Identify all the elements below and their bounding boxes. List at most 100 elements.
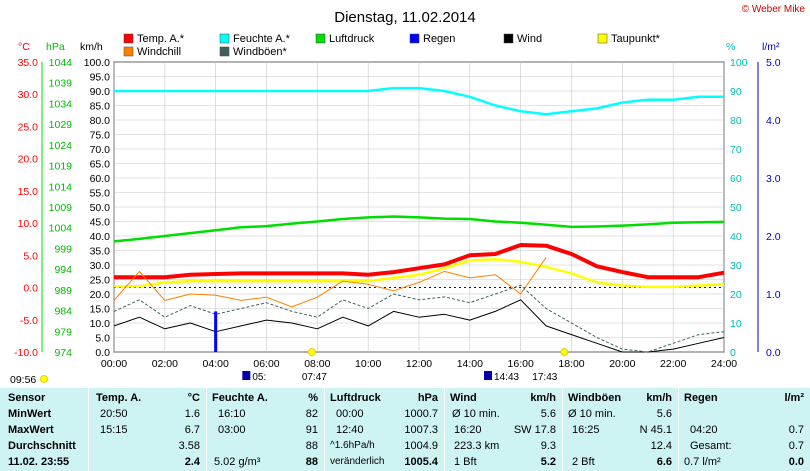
press-min-time: 00:00 xyxy=(336,408,364,420)
press-unit-label: hPa xyxy=(46,41,65,53)
legend-swatch-0 xyxy=(123,33,134,44)
temp-tick-label: 0.0 xyxy=(23,283,38,295)
rain-total: 0.7 xyxy=(788,440,804,452)
gust-current: 6.6 xyxy=(656,456,672,468)
row-label-max: MaxWert xyxy=(8,424,54,436)
time-tick-label: 06:00 xyxy=(253,358,279,370)
temp-tick-label: -5.0 xyxy=(20,315,38,327)
row-label-avg: Durchschnitt xyxy=(8,440,76,452)
plot-area xyxy=(113,86,725,353)
wind-current: 5.2 xyxy=(540,456,556,468)
legend-label-1: Feuchte A.* xyxy=(233,33,291,45)
hum-header: Feuchte A. xyxy=(212,392,268,404)
press-tick-label: 984 xyxy=(54,306,72,318)
time-tick-label: 22:00 xyxy=(660,358,686,370)
time-tick-label: 16:00 xyxy=(508,358,534,370)
wind-tick-label: 95.0 xyxy=(90,72,111,84)
legend-swatch-3 xyxy=(409,33,420,44)
hum-tick-label: 100 xyxy=(730,57,748,69)
sunset-label: 17:43 xyxy=(532,372,557,383)
hum-tick-label: 90 xyxy=(730,86,742,98)
gust-avg-label: Ø 10 min. xyxy=(568,408,616,420)
press-tick-label: 1029 xyxy=(49,119,73,131)
wind-tick-label: 20.0 xyxy=(90,289,111,301)
temp-tick-label: 25.0 xyxy=(18,121,39,133)
press-tendency: veränderlich xyxy=(330,456,385,467)
hum-tick-label: 50 xyxy=(730,202,742,214)
wind-tick-label: 50.0 xyxy=(90,202,111,214)
hum-absolute: 5.02 g/m³ xyxy=(214,456,261,468)
wind-tick-label: 5.0 xyxy=(95,333,110,345)
wind-tick-label: 40.0 xyxy=(90,231,111,243)
press-current: 1005.4 xyxy=(404,456,438,468)
wind-avg-label: Ø 10 min. xyxy=(452,408,500,420)
wind-tick-label: 45.0 xyxy=(90,217,111,229)
hum-tick-label: 30 xyxy=(730,260,742,272)
press-tick-label: 994 xyxy=(54,264,72,276)
wind-tick-label: 85.0 xyxy=(90,101,111,113)
gust-value: 12.4 xyxy=(650,440,672,452)
wind-max-dir: SW 17.8 xyxy=(513,424,556,436)
press-header: Luftdruck xyxy=(330,392,381,404)
press-tick-label: 1019 xyxy=(49,161,73,173)
press-tick-label: 989 xyxy=(54,285,72,297)
legend-label-7: Windböen* xyxy=(233,46,288,58)
wind-run-value: 9.3 xyxy=(540,440,556,452)
sunset-marker xyxy=(560,348,569,356)
temp-unit-label: °C xyxy=(18,41,30,53)
time-tick-label: 24:00 xyxy=(711,358,737,370)
press-avg: 1004.9 xyxy=(404,440,438,452)
press-tick-label: 979 xyxy=(54,326,72,338)
wind-header: Wind xyxy=(450,392,477,404)
temp-tick-label: 5.0 xyxy=(23,250,38,262)
wind-tick-label: 100.0 xyxy=(84,57,110,69)
legend-label-2: Luftdruck xyxy=(329,33,375,45)
rain-tick-label: 4.0 xyxy=(766,115,781,127)
press-tick-label: 1039 xyxy=(49,78,73,90)
rain-current: 0.0 xyxy=(788,456,804,468)
hum-tick-label: 20 xyxy=(730,289,742,301)
gust-avg-value: 5.6 xyxy=(656,408,672,420)
legend-label-4: Wind xyxy=(517,33,542,45)
rain-unit: l/m² xyxy=(784,392,804,404)
hum-unit-label: % xyxy=(726,41,735,53)
moonset-icon xyxy=(484,371,493,380)
wind-tick-label: 65.0 xyxy=(90,159,111,171)
wind-bft: 1 Bft xyxy=(454,456,477,468)
hum-tick-label: 40 xyxy=(730,231,742,243)
temp-max: 6.7 xyxy=(184,424,200,436)
wind-run: 223.3 km xyxy=(454,440,500,452)
hum-max: 91 xyxy=(305,424,318,436)
temp-header: Temp. A. xyxy=(96,392,142,404)
row-label-sensor: Sensor xyxy=(8,392,46,404)
temp-current: 2.4 xyxy=(184,456,200,468)
legend-label-3: Regen xyxy=(423,33,455,45)
press-tick-label: 974 xyxy=(54,347,72,359)
time-tick-label: 00:00 xyxy=(101,358,127,370)
legend-swatch-1 xyxy=(219,33,230,44)
gust-unit: km/h xyxy=(646,392,672,404)
temp-tick-label: 35.0 xyxy=(18,57,39,69)
wind-unit-label: km/h xyxy=(80,41,103,53)
rain-tick-label: 1.0 xyxy=(766,289,781,301)
rain-tick-label: 5.0 xyxy=(766,57,781,69)
series-line-4 xyxy=(113,257,547,308)
gust-header: Windböen xyxy=(568,392,622,404)
legend-label-5: Taupunkt* xyxy=(611,33,661,45)
copyright-label: © Weber Mike xyxy=(742,4,806,15)
hum-tick-label: 60 xyxy=(730,173,742,185)
press-min: 1000.7 xyxy=(404,408,438,420)
sun-moon-row: 09:56 05: 07:47 14:43 17:43 xyxy=(10,348,569,386)
series-line-6 xyxy=(113,284,725,353)
press-tick-label: 1009 xyxy=(49,202,73,214)
rain-bar xyxy=(214,311,218,352)
moonrise-icon xyxy=(242,371,251,380)
rain-total-label: Gesamt: xyxy=(690,440,732,452)
rain-unit-label: l/m² xyxy=(762,41,780,53)
legend-swatch-7 xyxy=(219,46,230,57)
legend-swatch-5 xyxy=(597,33,608,44)
wind-tick-label: 75.0 xyxy=(90,130,111,142)
temp-unit: °C xyxy=(187,392,200,404)
press-tick-label: 1034 xyxy=(49,98,73,110)
legend-label-6: Windchill xyxy=(137,46,181,58)
